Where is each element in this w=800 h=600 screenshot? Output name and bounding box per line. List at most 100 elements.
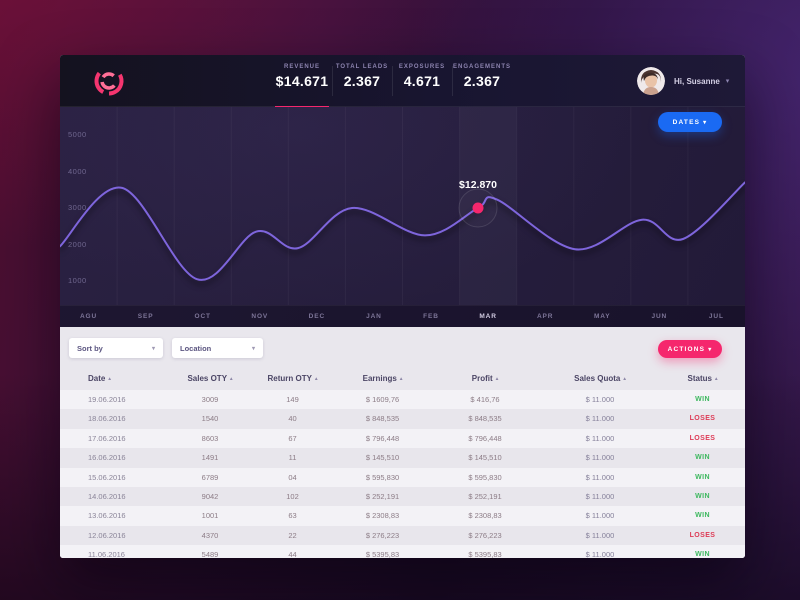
column-header-label: Earnings [362,374,397,383]
cell-earnings: $ 5395,83 [365,550,400,558]
cell-return-oty: 44 [288,550,297,558]
table-row[interactable]: 11.06.2016 5489 44 $ 5395,83 $ 5395,83 $ 11.0… [60,545,745,558]
highlight-point[interactable] [472,202,484,214]
cell-date: 17.06.2016 [88,433,126,443]
column-header-date[interactable]: Date ▴ [60,368,170,390]
cell-date: 14.06.2016 [88,491,126,501]
cell-sales-quota: $ 11.000 [585,453,615,463]
cell-sales-quota: $ 11.000 [585,433,615,443]
y-axis-tick: 2000 [68,239,87,249]
cell-sales-oty: 9042 [201,491,219,501]
stat-value: 4.671 [403,73,441,89]
stat-value: $14.671 [275,73,329,89]
column-header-return-oty[interactable]: Return OTY ▴ [250,368,335,390]
cell-earnings: $ 276,223 [365,530,400,540]
y-axis-tick: 5000 [68,130,87,139]
cell-earnings: $ 848,535 [365,414,400,424]
cell-earnings: $ 796,448 [365,433,400,443]
y-axis-tick: 4000 [68,166,87,176]
cell-date: 11.06.2016 [88,550,125,558]
cell-earnings: $ 145,510 [365,453,400,463]
column-header-label: Date [88,374,106,383]
table-row[interactable]: 17.06.2016 8603 67 $ 796,448 $ 796,448 $ 11.0… [60,428,745,449]
cell-date: 12.06.2016 [88,530,126,540]
cell-sales-quota: $ 11.000 [585,491,615,501]
cell-date: 16.06.2016 [88,453,126,463]
cell-sales-quota: $ 11.000 [585,511,615,521]
cell-earnings: $ 595,830 [365,472,400,482]
cell-sales-quota: $ 11.000 [585,550,615,558]
header-stat-engagements[interactable]: ENGAGEMENTS 2.367 [452,55,512,107]
x-axis-label-nov: NOV [251,313,269,320]
table-row[interactable]: 13.06.2016 1001 63 $ 2308,83 $ 2308,83 $ 11.0… [60,506,745,526]
x-axis-label-jan: JAN [366,313,382,320]
chart-gridlines [116,107,689,305]
table-row[interactable]: 19.06.2016 3009 149 $ 1609,76 $ 416,76 $ 11.0… [60,390,745,410]
highlight-ring [458,188,498,228]
table-row[interactable]: 12.06.2016 4370 22 $ 276,223 $ 276,223 $ 11.0… [60,525,745,546]
stat-value: 2.367 [463,73,501,89]
dates-button[interactable]: DATES ▾ [658,112,722,132]
cell-status: LOSES [689,531,716,539]
cell-sales-oty: 5489 [201,550,219,558]
column-header-label: Sales OTY [187,374,228,383]
column-header-label: Profit [471,374,493,383]
cell-status: WIN [695,551,710,558]
cell-earnings: $ 252,191 [365,491,400,501]
table-row[interactable]: 14.06.2016 9042 102 $ 252,191 $ 252,191 $ 11.… [60,486,745,507]
column-header-profit[interactable]: Profit ▴ [430,368,540,390]
table-row[interactable]: 15.06.2016 6789 04 $ 595,830 $ 595,830 $ 11.0… [60,467,745,487]
cell-sales-quota: $ 11.000 [585,472,615,482]
column-header-earnings[interactable]: Earnings ▴ [335,368,430,390]
chart-area: $12.870 5000 4000 3000 2000 1000 AGU SEP OCT NO… [60,107,745,327]
x-axis-label-may: MAY [593,313,611,320]
chevron-down-icon: ▾ [703,119,708,126]
table-row[interactable]: 16.06.2016 1491 11 $ 145,510 $ 145,510 $ 11.0… [60,448,745,468]
cell-sales-quota: $ 11.000 [585,414,615,424]
cell-profit: $ 276,223 [468,530,502,540]
column-header-status[interactable]: Status ▴ [660,368,745,390]
chevron-down-icon: ▾ [251,345,255,352]
column-header-sales-quota[interactable]: Sales Quota ▴ [540,368,660,390]
header-stat-revenue[interactable]: REVENUE $14.671 [272,55,332,108]
cell-status: WIN [695,512,710,520]
x-axis-label-jun: JUN [651,313,668,320]
cell-profit: $ 5395,83 [468,550,502,558]
app-logo-icon[interactable] [92,64,126,98]
cell-profit: $ 848,535 [468,414,502,424]
sort-arrow-icon: ▴ [314,376,318,382]
sort-arrow-icon: ▴ [714,376,718,382]
sort-arrow-icon: ▴ [495,376,499,382]
x-axis-label-mar: MAR [479,313,497,320]
actions-button[interactable]: ACTIONS ▾ [658,340,722,358]
x-axis-label-dec: DEC [308,313,326,320]
cell-profit: $ 416,76 [470,395,500,404]
cell-date: 19.06.2016 [88,395,126,404]
header-stat-total-leads[interactable]: TOTAL LEADS 2.367 [332,55,392,107]
column-header-sales-oty[interactable]: Sales OTY ▴ [170,368,250,390]
sort-by-dropdown[interactable]: Sort by ▾ [69,338,163,358]
header-stat-exposures[interactable]: EXPOSURES 4.671 [392,55,452,107]
x-axis-label-sep: SEP [137,313,154,320]
cell-sales-oty: 3009 [201,395,219,404]
cell-profit: $ 2308,83 [468,511,502,521]
cell-return-oty: 11 [288,453,297,463]
x-axis-label-apr: APR [536,313,554,320]
cell-sales-oty: 1491 [201,453,219,463]
cell-status: WIN [695,396,710,403]
y-axis-tick: 3000 [68,203,87,212]
cell-sales-oty: 4370 [201,530,219,540]
header: REVENUE $14.671 TOTAL LEADS 2.367 EXPOSURES 4… [60,55,745,108]
column-header-label: Sales Quota [574,374,621,383]
user-menu[interactable]: Hi, Susanne ▾ [637,55,729,107]
y-axis-tick: 1000 [68,276,87,285]
table-row[interactable]: 18.06.2016 1540 40 $ 848,535 $ 848,535 $ 11.0… [60,409,745,429]
x-axis-label-feb: FEB [423,313,439,320]
x-axis-label-oct: OCT [194,313,211,320]
chevron-down-icon: ▾ [151,345,155,352]
sort-arrow-icon: ▴ [108,376,111,382]
stat-value: 2.367 [343,73,381,89]
location-dropdown[interactable]: Location ▾ [172,338,263,358]
header-stats: REVENUE $14.671 TOTAL LEADS 2.367 EXPOSURES 4… [272,55,512,108]
stat-label: REVENUE [283,64,320,70]
